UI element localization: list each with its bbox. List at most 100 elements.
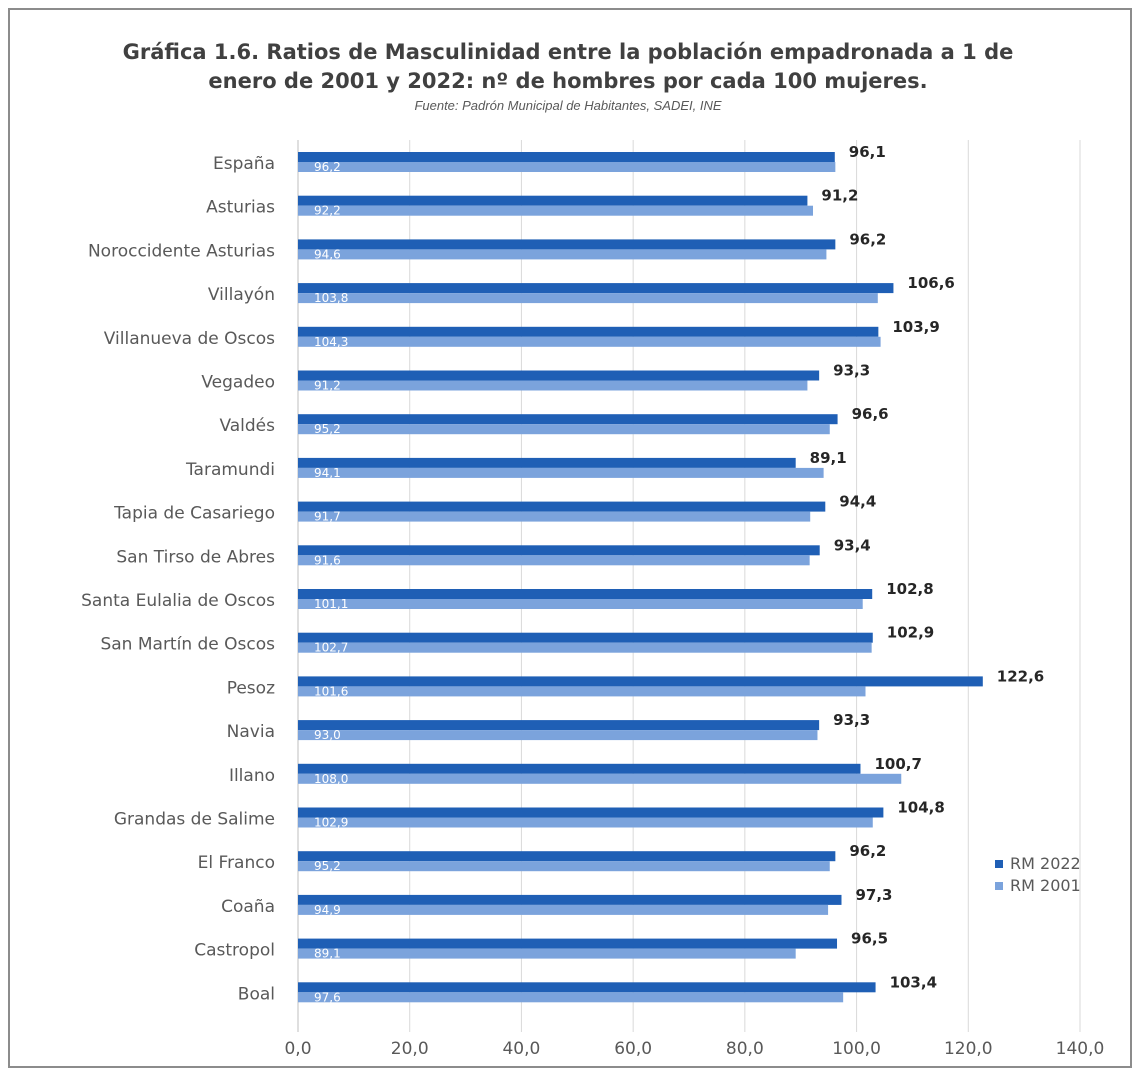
category-label: Coaña [221,897,275,917]
bar-rm-2001 [298,861,830,872]
data-label-rm-2001: 101,6 [314,684,348,698]
category-label: El Franco [198,853,275,873]
x-tick-label: 20,0 [391,1039,429,1056]
legend-label-rm-2001: RM 2001 [1010,876,1081,895]
x-tick-label: 140,0 [1056,1039,1105,1056]
bar-rm-2001 [298,293,878,304]
category-label: Villayón [208,285,275,305]
category-label: Noroccidente Asturias [88,241,275,261]
data-label-rm-2022: 96,6 [852,405,889,423]
bar-rm-2022 [298,982,876,993]
category-label: Villanueva de Oscos [104,329,275,349]
legend-swatch-rm-2001 [995,882,1003,890]
bar-rm-2001 [298,948,796,959]
data-label-rm-2001: 101,1 [314,597,348,611]
bar-rm-2022 [298,195,808,206]
bar-rm-2022 [298,501,826,512]
bar-rm-2001 [298,205,814,216]
data-label-rm-2001: 94,1 [314,466,341,480]
bar-rm-2001 [298,249,827,260]
category-label: Tapia de Casariego [113,504,275,524]
data-label-rm-2001: 94,9 [314,903,341,917]
bar-rm-2001 [298,642,872,653]
data-label-rm-2001: 91,6 [314,553,341,567]
bar-rm-2001 [298,555,810,566]
data-label-rm-2001: 102,9 [314,816,348,830]
category-label: San Martín de Oscos [100,635,275,655]
bar-rm-2022 [298,720,820,731]
bar-rm-2022 [298,414,838,425]
data-label-rm-2022: 103,9 [892,318,939,336]
bar-rm-2022 [298,632,873,643]
bar-rm-2022 [298,545,820,556]
data-label-rm-2001: 96,2 [314,160,341,174]
data-label-rm-2001: 93,0 [314,728,341,742]
bar-rm-2001 [298,992,844,1003]
bar-rm-2001 [298,424,830,435]
bar-rm-2001 [298,904,829,915]
data-label-rm-2022: 102,9 [887,624,934,642]
bar-rm-2022 [298,938,838,949]
chart-frame [8,8,1132,1068]
data-label-rm-2001: 95,2 [314,859,341,873]
bar-rm-2001 [298,380,808,391]
data-label-rm-2022: 93,4 [834,536,871,554]
bar-rm-2022 [298,326,879,337]
category-label: España [213,154,275,174]
bar-rm-2001 [298,511,811,522]
x-tick-label: 40,0 [502,1039,540,1056]
bar-rm-2001 [298,162,836,172]
category-label: San Tirso de Abres [116,547,275,567]
category-label: Vegadeo [201,373,275,393]
chart-source: Fuente: Padrón Municipal de Habitantes, … [414,98,722,113]
data-label-rm-2001: 103,8 [314,291,348,305]
data-label-rm-2022: 104,8 [897,799,944,817]
x-tick-label: 80,0 [726,1039,764,1056]
data-label-rm-2022: 93,3 [833,362,870,380]
data-label-rm-2022: 89,1 [810,449,847,467]
data-label-rm-2022: 93,3 [833,711,870,729]
data-label-rm-2022: 103,4 [890,973,937,991]
data-label-rm-2022: 122,6 [997,667,1044,685]
bar-rm-2022 [298,239,836,250]
data-label-rm-2001: 108,0 [314,772,348,786]
category-label: Castropol [194,941,275,961]
data-label-rm-2001: 102,7 [314,641,348,655]
x-tick-label: 0,0 [284,1039,311,1056]
bar-rm-2001 [298,336,881,347]
data-label-rm-2022: 96,2 [849,230,886,248]
bar-rm-2022 [298,152,835,162]
data-label-rm-2001: 91,2 [314,379,341,393]
bar-rm-2022 [298,370,820,381]
data-label-rm-2001: 95,2 [314,422,341,436]
category-label: Asturias [206,198,275,218]
data-label-rm-2022: 106,6 [907,274,954,292]
x-tick-label: 60,0 [614,1039,652,1056]
data-label-rm-2022: 96,1 [849,143,886,161]
category-label: Valdés [219,416,275,436]
bar-rm-2001 [298,730,818,741]
bar-rm-2001 [298,773,902,784]
bar-rm-2022 [298,851,836,862]
data-label-rm-2022: 96,5 [851,930,888,948]
bar-rm-2022 [298,894,842,905]
chart-title-line1: Gráfica 1.6. Ratios de Masculinidad entr… [122,40,1014,64]
data-label-rm-2001: 94,6 [314,247,341,261]
data-label-rm-2001: 104,3 [314,335,348,349]
category-label: Navia [227,722,275,742]
data-label-rm-2022: 100,7 [874,755,921,773]
legend-label-rm-2022: RM 2022 [1010,854,1081,873]
category-label: Grandas de Salime [114,810,275,830]
bar-rm-2001 [298,686,866,697]
data-label-rm-2001: 92,2 [314,204,341,218]
x-tick-label: 120,0 [944,1039,993,1056]
data-label-rm-2022: 94,4 [839,493,876,511]
category-label: Illano [229,766,275,786]
legend-swatch-rm-2022 [995,860,1003,868]
category-label: Boal [238,984,275,1004]
bar-rm-2022 [298,676,983,687]
data-label-rm-2001: 97,6 [314,990,341,1004]
bar-rm-2022 [298,457,796,468]
data-label-rm-2022: 91,2 [821,187,858,205]
